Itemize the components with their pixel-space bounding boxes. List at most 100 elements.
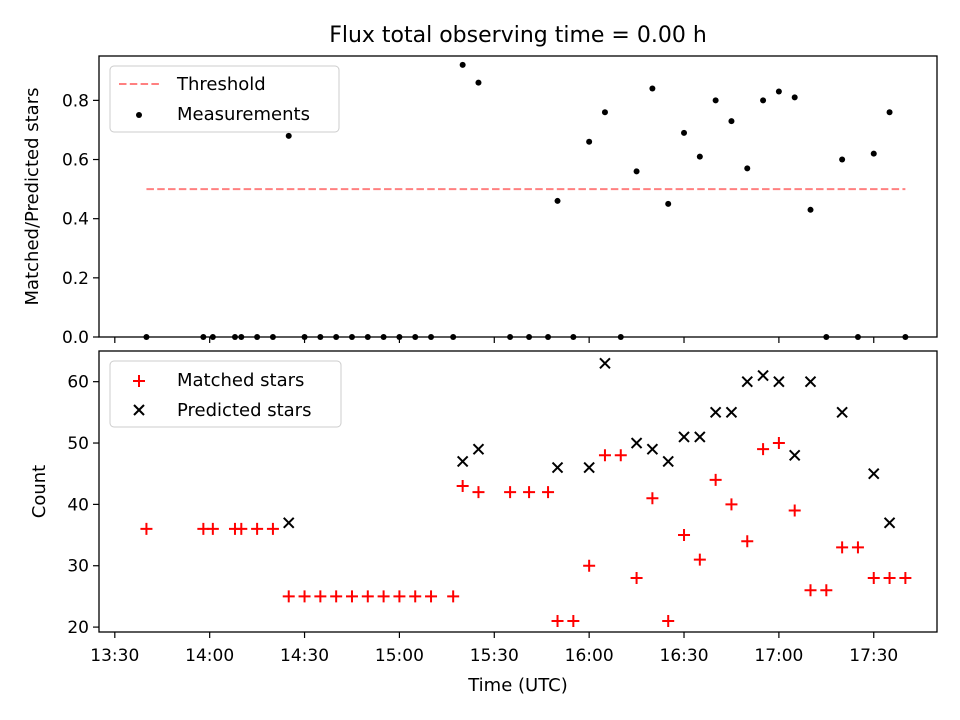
measurement-point — [412, 334, 419, 340]
count-axes-frame — [98, 350, 938, 633]
matched-star-point — [598, 449, 611, 462]
measurement-point — [301, 334, 308, 340]
ratio-legend-box — [109, 65, 340, 133]
predicted-star-point — [836, 406, 848, 419]
count-xtick-label: 16:00 — [565, 646, 614, 666]
matched-star-point — [741, 535, 754, 548]
measurement-point — [570, 334, 577, 340]
predicted-star-point — [599, 357, 611, 369]
predicted-star-point — [678, 431, 690, 443]
count-legend: Matched stars Predicted stars — [109, 360, 342, 428]
predicted-star-point — [583, 461, 595, 474]
ratio-axes-frame — [98, 55, 938, 338]
matched-star-point — [646, 492, 659, 505]
measurement-point — [775, 88, 782, 95]
measurement-point — [601, 109, 608, 116]
measurement-point — [649, 85, 656, 92]
count-ytick-label: 40 — [67, 495, 89, 515]
predicted-star-point — [773, 375, 785, 388]
legend-matched-swatch — [133, 375, 145, 387]
measurement-point — [333, 334, 340, 340]
measurement-point — [807, 206, 814, 213]
count-xtick-label: 13:30 — [90, 646, 139, 666]
matched-star-point — [235, 522, 248, 535]
matched-star-point — [867, 572, 880, 585]
matched-star-point — [851, 541, 864, 554]
measurement-point — [317, 334, 324, 340]
count-xtick-label: 17:00 — [754, 646, 803, 666]
ratio-ytick-label: 0.2 — [62, 269, 89, 289]
measurement-point — [254, 334, 261, 340]
matched-star-point — [709, 473, 722, 486]
measurement-point — [839, 156, 846, 163]
measurement-point — [200, 334, 207, 340]
matched-star-point — [583, 559, 596, 572]
matched-star-point — [330, 590, 343, 603]
count-xtick-label: 14:30 — [280, 646, 329, 666]
measurement-point — [586, 138, 593, 145]
matched-star-point — [345, 590, 358, 603]
measurement-point — [681, 129, 688, 136]
measurement-point — [450, 334, 457, 340]
matched-star-point — [447, 590, 460, 603]
matched-star-point — [820, 584, 833, 597]
matched-star-point — [630, 572, 643, 585]
matched-star-point — [298, 590, 311, 603]
ratio-ytick-label: 0.0 — [62, 328, 89, 348]
count-xtick-label: 15:00 — [375, 646, 424, 666]
count-yticks: 20 30 40 50 60 — [67, 373, 99, 638]
matched-star-point — [425, 590, 438, 603]
count-ylabel: Count — [29, 465, 50, 518]
predicted-star-point — [630, 437, 643, 449]
matched-star-point — [266, 522, 279, 535]
ratio-marks — [143, 61, 909, 340]
measurement-point — [744, 165, 751, 172]
measurement-point — [231, 334, 238, 340]
measurement-point — [380, 334, 387, 340]
measurement-point — [728, 118, 735, 125]
predicted-star-point — [709, 406, 722, 419]
predicted-star-point — [283, 517, 295, 529]
matched-star-point — [567, 614, 580, 627]
matched-star-point — [804, 584, 817, 597]
ratio-ytick-label: 0.8 — [62, 91, 89, 111]
measurement-point — [886, 109, 893, 116]
count-xtick-label: 15:30 — [470, 646, 519, 666]
ratio-ytick-label: 0.6 — [62, 151, 89, 171]
predicted-star-point — [725, 406, 738, 419]
predicted-star-point — [788, 449, 801, 462]
matched-star-point — [542, 486, 555, 499]
count-xtick-label: 14:00 — [185, 646, 234, 666]
matched-star-point — [662, 614, 675, 627]
measurement-point — [348, 334, 355, 340]
measurement-point — [143, 334, 150, 340]
measurement-point — [854, 334, 861, 340]
matched-star-point — [393, 590, 406, 603]
matched-star-point — [472, 486, 485, 499]
predicted-star-point — [456, 455, 469, 468]
ratio-ylabel: Matched/Predicted stars — [22, 88, 43, 306]
matched-star-point — [693, 553, 706, 566]
count-xtick-label: 17:30 — [849, 646, 898, 666]
count-ytick-label: 60 — [67, 373, 89, 393]
ratio-xtick-marks — [114, 337, 875, 343]
count-ytick-label: 30 — [67, 557, 89, 577]
measurement-point — [428, 334, 435, 340]
ratio-panel: Matched/Predicted stars 0.00.20.40.60.8 … — [22, 55, 938, 348]
measurement-point — [526, 334, 533, 340]
matched-star-point — [614, 449, 627, 462]
matched-star-point — [206, 522, 219, 535]
measurement-point — [823, 334, 830, 340]
figure-title: Flux total observing time = 0.00 h — [329, 23, 707, 48]
matched-star-point — [504, 486, 517, 499]
matched-star-point — [377, 590, 390, 603]
measurement-point — [364, 334, 371, 340]
measurement-point — [285, 132, 292, 139]
predicted-star-point — [694, 431, 706, 443]
matched-star-point — [883, 572, 896, 585]
matched-star-point — [282, 590, 295, 603]
measurement-point — [760, 97, 767, 104]
legend-matched-label: Matched stars — [177, 370, 304, 391]
predicted-star-point — [741, 375, 753, 388]
